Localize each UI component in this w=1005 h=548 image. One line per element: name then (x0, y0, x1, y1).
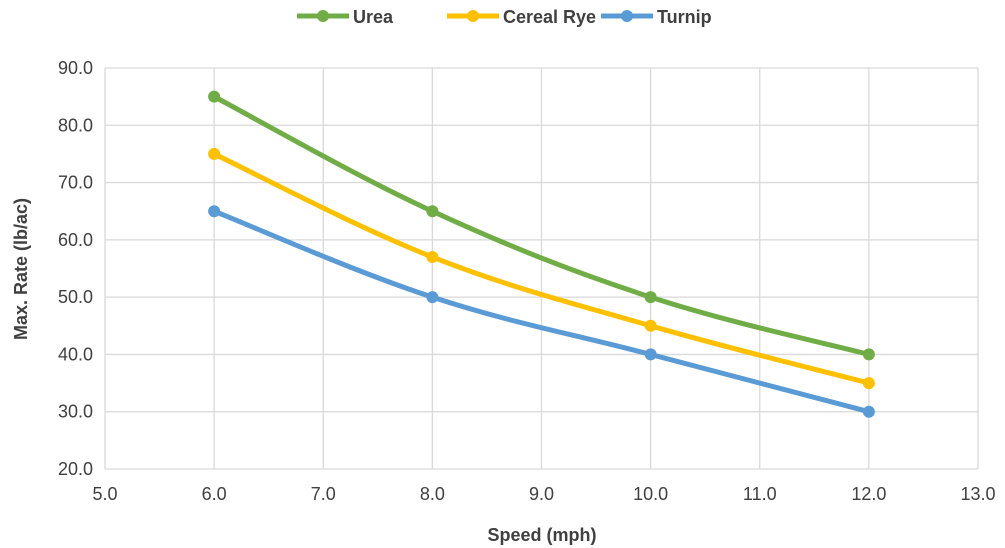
x-tick-label: 13.0 (960, 484, 995, 504)
legend-swatch-marker (467, 10, 479, 22)
x-tick-label: 7.0 (311, 484, 336, 504)
y-tick-label: 50.0 (58, 287, 93, 307)
y-axis-title: Max. Rate (lb/ac) (11, 198, 31, 340)
x-tick-labels: 5.0 6.0 7.0 8.0 9.0 10.0 11.0 12.0 13.0 (92, 484, 995, 504)
series-cereal-rye (208, 147, 875, 390)
legend-item-urea: Urea (297, 7, 394, 27)
x-tick-label: 6.0 (202, 484, 227, 504)
x-tick-label: 12.0 (851, 484, 886, 504)
legend-swatch-marker (317, 10, 329, 22)
x-tick-label: 9.0 (529, 484, 554, 504)
data-point-urea (426, 205, 439, 218)
x-tick-label: 5.0 (92, 484, 117, 504)
y-tick-label: 30.0 (58, 402, 93, 422)
y-tick-label: 40.0 (58, 344, 93, 364)
data-point-cereal-rye (426, 251, 439, 264)
legend-label: Urea (353, 7, 394, 27)
data-point-cereal-rye (862, 377, 875, 390)
series-layer (208, 90, 875, 418)
legend-label: Turnip (657, 7, 712, 27)
x-tick-label: 8.0 (420, 484, 445, 504)
gridlines (104, 67, 979, 470)
data-point-turnip (862, 405, 875, 418)
series-urea (208, 90, 875, 361)
legend-item-turnip: Turnip (601, 7, 712, 27)
y-tick-label: 90.0 (58, 58, 93, 78)
y-tick-label: 20.0 (58, 459, 93, 479)
series-line-urea (211, 94, 872, 357)
data-point-cereal-rye (208, 147, 221, 160)
data-point-cereal-rye (644, 319, 657, 332)
series-line-cereal-rye (211, 151, 872, 386)
legend-label: Cereal Rye (503, 7, 596, 27)
x-tick-label: 11.0 (743, 484, 777, 504)
data-point-turnip (644, 348, 657, 361)
series-line-turnip (211, 208, 872, 415)
y-tick-label: 60.0 (58, 230, 93, 250)
y-tick-labels: 20.0 30.0 40.0 50.0 60.0 70.0 80.0 90.0 (58, 58, 93, 479)
x-tick-label: 10.0 (633, 484, 668, 504)
legend-swatch-marker (621, 10, 633, 22)
x-axis-title: Speed (mph) (487, 525, 596, 545)
legend: Urea Cereal Rye Turnip (297, 7, 712, 27)
data-point-urea (862, 348, 875, 361)
data-point-turnip (208, 205, 221, 218)
data-point-urea (208, 90, 221, 103)
data-point-turnip (426, 291, 439, 304)
data-point-urea (644, 291, 657, 304)
y-tick-label: 70.0 (58, 173, 93, 193)
y-tick-label: 80.0 (58, 115, 93, 135)
series-turnip (208, 205, 875, 418)
legend-item-cereal-rye: Cereal Rye (447, 7, 596, 27)
